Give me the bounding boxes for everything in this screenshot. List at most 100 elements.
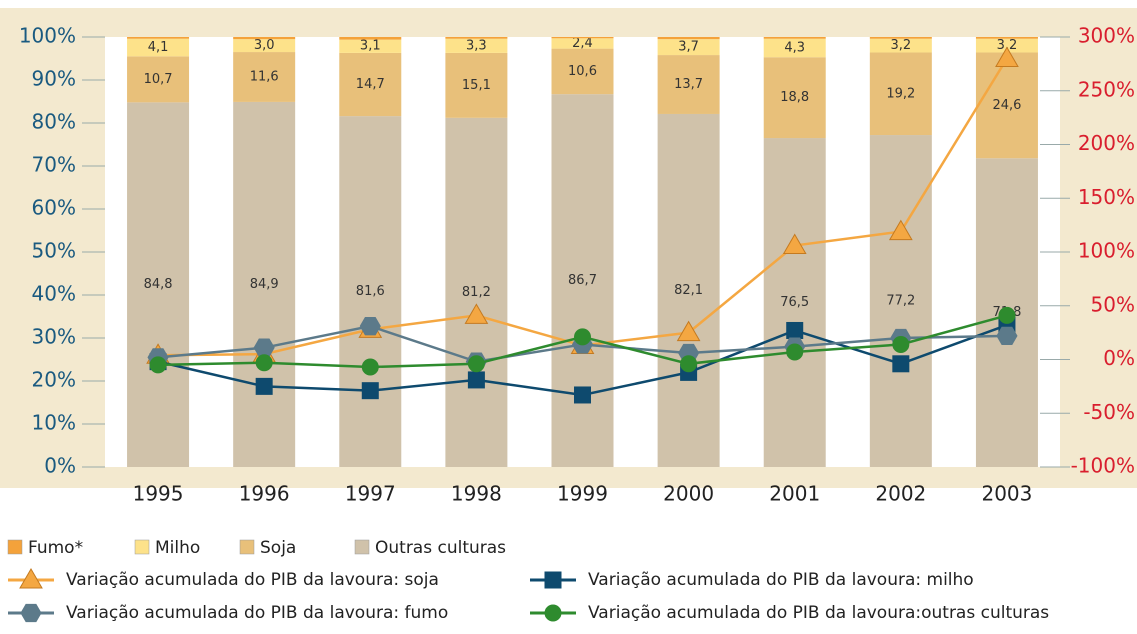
data-label: 3,2 xyxy=(890,38,911,53)
bar-segment xyxy=(869,52,932,136)
legend-marker xyxy=(544,604,562,622)
bar-segment xyxy=(127,38,190,57)
bar-segment xyxy=(657,39,720,56)
data-label: 18,8 xyxy=(780,90,809,105)
legend-label: Fumo* xyxy=(28,538,83,558)
bar-segment xyxy=(339,39,402,53)
x-tick-label: 2002 xyxy=(875,482,926,506)
data-label: 13,7 xyxy=(674,77,703,92)
x-tick-label: 2000 xyxy=(663,482,714,506)
legend-label: Milho xyxy=(155,538,200,558)
y2-tick-label: 300% xyxy=(1078,24,1135,48)
legend-label: Variação acumulada do PIB da lavoura: so… xyxy=(66,570,439,590)
y-tick-label: 80% xyxy=(32,110,76,134)
bar-segment xyxy=(551,94,614,467)
data-label: 76,5 xyxy=(780,295,809,310)
line-point xyxy=(467,355,485,373)
x-tick-label: 1997 xyxy=(345,482,396,506)
line-point xyxy=(359,317,381,336)
y2-tick-label: 0% xyxy=(1103,346,1135,370)
bar-segment xyxy=(763,37,826,39)
bar-segment xyxy=(551,38,614,49)
legend-swatch xyxy=(239,539,255,555)
line-point xyxy=(892,355,910,373)
data-label: 3,3 xyxy=(466,38,487,53)
line-point xyxy=(149,356,167,374)
data-label: 3,0 xyxy=(254,38,275,53)
data-label: 14,7 xyxy=(356,77,385,92)
data-label: 84,8 xyxy=(144,277,173,292)
legend-swatch xyxy=(354,539,370,555)
bar-segment xyxy=(445,52,508,118)
bar-segment xyxy=(339,37,402,40)
y2-tick-label: -100% xyxy=(1071,454,1135,478)
legend-marker xyxy=(19,568,43,589)
y2-tick-label: 150% xyxy=(1078,185,1135,209)
y2-tick-label: -50% xyxy=(1083,400,1135,424)
bar-segment xyxy=(869,38,932,53)
data-label: 81,6 xyxy=(356,284,385,299)
x-tick-label: 2001 xyxy=(769,482,820,506)
line-point xyxy=(361,358,379,376)
bar-segment xyxy=(657,113,720,467)
bar-segment xyxy=(445,37,508,39)
legend-marker xyxy=(20,603,42,623)
line-point xyxy=(680,355,698,373)
y-tick-label: 100% xyxy=(19,24,76,48)
line-point xyxy=(892,335,910,353)
data-label: 11,6 xyxy=(250,69,279,84)
bar-segment xyxy=(445,117,508,467)
bar-segment xyxy=(445,38,508,53)
y-tick-label: 30% xyxy=(32,325,76,349)
bar-segment xyxy=(975,52,1038,159)
line-point xyxy=(253,338,275,357)
y-tick-label: 0% xyxy=(44,454,76,478)
bar-segment xyxy=(869,37,932,39)
bar-segment xyxy=(975,38,1038,53)
bar-segment xyxy=(657,37,720,40)
x-tick-label: 2003 xyxy=(981,482,1032,506)
bar-segment xyxy=(233,52,296,102)
data-label: 10,7 xyxy=(144,72,173,87)
y-tick-label: 50% xyxy=(32,239,76,263)
bar-segment xyxy=(339,52,402,117)
line-point xyxy=(786,343,804,361)
legend-swatch xyxy=(134,539,150,555)
bar-segment xyxy=(551,37,614,39)
y-tick-label: 20% xyxy=(32,368,76,392)
line-point xyxy=(255,354,273,372)
bar-segment xyxy=(233,101,296,468)
x-tick-label: 1996 xyxy=(239,482,290,506)
bar-segment xyxy=(233,37,296,40)
data-label: 15,1 xyxy=(462,78,491,93)
line-point xyxy=(361,382,379,400)
line-point xyxy=(786,321,804,339)
legend-label: Soja xyxy=(260,538,296,558)
y-tick-label: 40% xyxy=(32,282,76,306)
x-tick-label: 1998 xyxy=(451,482,502,506)
x-tick-label: 1999 xyxy=(557,482,608,506)
data-label: 3,1 xyxy=(360,39,381,54)
data-label: 84,9 xyxy=(250,277,279,292)
data-label: 86,7 xyxy=(568,273,597,288)
data-label: 19,2 xyxy=(886,86,915,101)
y-tick-label: 90% xyxy=(32,67,76,91)
data-label: 82,1 xyxy=(674,283,703,298)
line-point xyxy=(996,326,1018,346)
bar-segment xyxy=(763,138,826,468)
legend-label: Outras culturas xyxy=(375,538,506,558)
y2-tick-label: 50% xyxy=(1091,292,1135,316)
bar-segment xyxy=(127,37,190,39)
line-point xyxy=(574,328,591,346)
y-tick-label: 60% xyxy=(32,196,76,220)
bar-segment xyxy=(869,135,932,468)
line-point xyxy=(464,303,489,324)
bar-segment xyxy=(763,57,826,139)
y-tick-label: 70% xyxy=(32,153,76,177)
y2-tick-label: 100% xyxy=(1078,239,1135,263)
bar-segment xyxy=(975,37,1038,39)
line-point xyxy=(888,219,913,241)
data-label: 3,7 xyxy=(678,40,699,55)
legend-label: Variação acumulada do PIB da lavoura: fu… xyxy=(66,603,448,623)
